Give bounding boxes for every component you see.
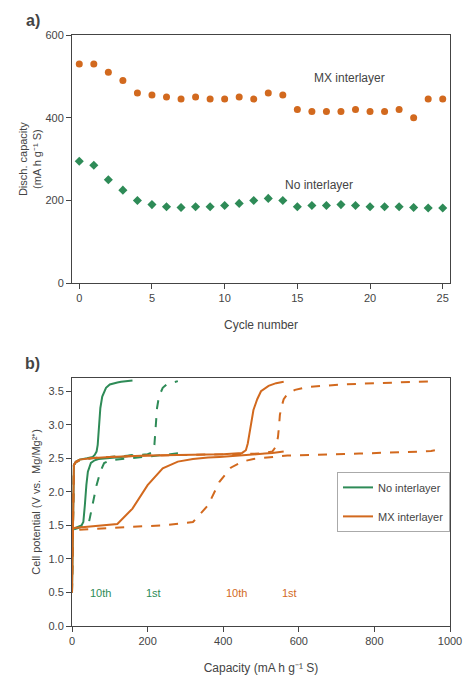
svg-text:200: 200 [45, 194, 63, 206]
svg-text:MX interlayer: MX interlayer [314, 71, 385, 85]
svg-text:Cycle number: Cycle number [224, 318, 298, 332]
svg-text:25: 25 [437, 292, 449, 304]
svg-text:5: 5 [149, 292, 155, 304]
svg-text:1.0: 1.0 [49, 553, 64, 565]
svg-text:MX interlayer: MX interlayer [378, 511, 443, 523]
svg-text:a): a) [26, 12, 40, 29]
svg-text:800: 800 [365, 635, 383, 647]
svg-text:10th: 10th [226, 587, 247, 599]
svg-text:10: 10 [219, 292, 231, 304]
svg-text:10th: 10th [90, 587, 111, 599]
svg-text:20: 20 [364, 292, 376, 304]
svg-text:0: 0 [76, 292, 82, 304]
svg-text:3.0: 3.0 [49, 419, 64, 431]
svg-text:Capacity (mA h g⁻¹ S): Capacity (mA h g⁻¹ S) [204, 661, 319, 675]
svg-text:400: 400 [45, 112, 63, 124]
svg-text:1st: 1st [282, 587, 297, 599]
svg-text:0.5: 0.5 [49, 586, 64, 598]
svg-text:No interlayer: No interlayer [285, 178, 353, 192]
svg-text:0: 0 [58, 277, 64, 289]
svg-text:1.5: 1.5 [49, 519, 64, 531]
svg-text:Disch. capacity(mA h g⁻¹ S): Disch. capacity(mA h g⁻¹ S) [17, 122, 43, 196]
svg-text:3.5: 3.5 [49, 385, 64, 397]
svg-text:2.0: 2.0 [49, 486, 64, 498]
svg-text:1000: 1000 [438, 635, 462, 647]
svg-text:400: 400 [214, 635, 232, 647]
svg-text:600: 600 [290, 635, 308, 647]
svg-text:600: 600 [45, 29, 63, 41]
svg-text:b): b) [25, 355, 40, 372]
svg-text:No interlayer: No interlayer [378, 482, 441, 494]
svg-text:2.5: 2.5 [49, 452, 64, 464]
svg-text:200: 200 [138, 635, 156, 647]
svg-text:15: 15 [291, 292, 303, 304]
svg-text:1st: 1st [146, 587, 161, 599]
svg-text:0.0: 0.0 [49, 620, 64, 632]
svg-text:Cell potential (V vs. Mg/Mg²⁺: Cell potential (V vs. Mg/Mg²⁺) [30, 429, 42, 575]
svg-text:0: 0 [69, 635, 75, 647]
